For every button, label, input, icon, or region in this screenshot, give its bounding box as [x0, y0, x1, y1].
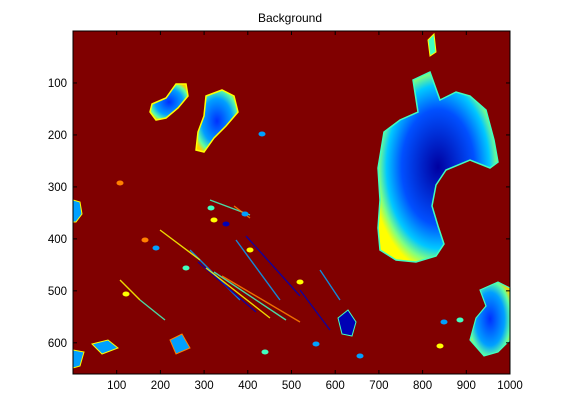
- x-tick-label: 400: [238, 380, 257, 392]
- spot: [152, 245, 160, 251]
- x-tick-label: 1000: [497, 380, 523, 392]
- streak: [221, 275, 301, 323]
- spot: [296, 279, 304, 285]
- streak: [299, 289, 331, 331]
- x-tick-label: 600: [326, 380, 345, 392]
- plot-area: [72, 30, 511, 375]
- spot: [312, 341, 320, 347]
- spot: [456, 317, 464, 323]
- spot: [122, 291, 130, 297]
- spot: [440, 319, 448, 325]
- x-axis: 100 200 300 400 500 600 700 800 900 1000: [107, 31, 523, 392]
- streak: [197, 261, 257, 313]
- spot: [222, 221, 230, 227]
- spot: [436, 343, 444, 349]
- x-tick-label: 100: [107, 380, 126, 392]
- spot: [241, 211, 249, 217]
- spot: [210, 217, 218, 223]
- streak: [119, 279, 141, 301]
- large-blue-region: [377, 70, 499, 263]
- streak: [213, 271, 287, 321]
- x-tick-label: 500: [282, 380, 301, 392]
- bottom-blue-fleck: [337, 309, 357, 337]
- x-tick-label: 700: [369, 380, 388, 392]
- streak: [159, 229, 201, 261]
- chart-title: Background: [258, 11, 322, 25]
- streak: [139, 299, 166, 321]
- top-right-fleck: [427, 32, 437, 57]
- bottom-right-blue-region: [469, 281, 511, 357]
- streak: [319, 269, 341, 301]
- spot: [356, 353, 364, 359]
- spot: [141, 237, 149, 243]
- streak: [245, 235, 301, 297]
- y-tick-label: 400: [48, 234, 67, 246]
- streak: [233, 205, 251, 219]
- streak: [235, 239, 281, 301]
- spot: [116, 180, 124, 186]
- spot: [246, 247, 254, 253]
- y-tick-label: 600: [48, 338, 67, 350]
- spot: [207, 205, 215, 211]
- y-tick-label: 200: [48, 130, 67, 142]
- spot: [182, 265, 190, 271]
- y-tick-label: 300: [48, 182, 67, 194]
- y-tick-label: 100: [48, 78, 67, 90]
- y-axis: 100 200 300 400 500 600: [48, 78, 510, 350]
- x-tick-label: 900: [457, 380, 476, 392]
- x-tick-label: 800: [413, 380, 432, 392]
- upper-left-blue-region: [149, 83, 189, 121]
- center-blue-region: [195, 89, 239, 153]
- y-tick-label: 500: [48, 286, 67, 298]
- spot: [258, 131, 266, 137]
- x-tick-label: 200: [151, 380, 170, 392]
- heatmap-regions: [72, 32, 511, 369]
- bottom-mid-fleck: [169, 333, 191, 355]
- streak: [205, 267, 271, 319]
- x-tick-label: 300: [195, 380, 214, 392]
- spot: [261, 349, 269, 355]
- bottom-left-fleck: [91, 339, 119, 355]
